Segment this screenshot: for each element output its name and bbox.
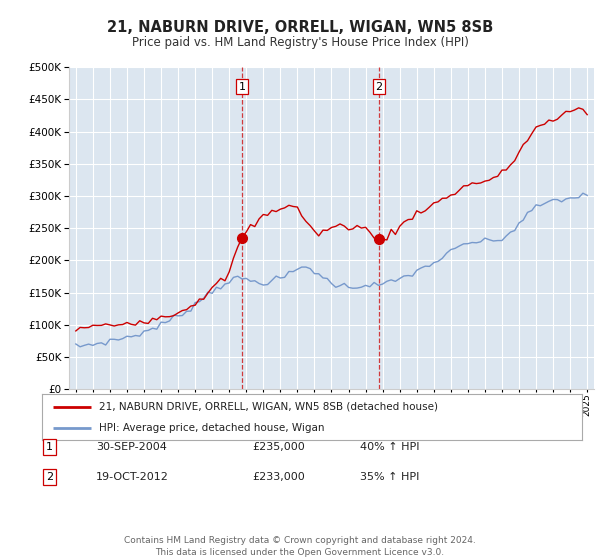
Text: 30-SEP-2004: 30-SEP-2004 [96, 442, 167, 452]
Text: 1: 1 [46, 442, 53, 452]
Text: 40% ↑ HPI: 40% ↑ HPI [360, 442, 419, 452]
Text: £235,000: £235,000 [252, 442, 305, 452]
Text: 19-OCT-2012: 19-OCT-2012 [96, 472, 169, 482]
Text: £233,000: £233,000 [252, 472, 305, 482]
Text: Price paid vs. HM Land Registry's House Price Index (HPI): Price paid vs. HM Land Registry's House … [131, 36, 469, 49]
Text: Contains HM Land Registry data © Crown copyright and database right 2024.
This d: Contains HM Land Registry data © Crown c… [124, 536, 476, 557]
Text: 2: 2 [46, 472, 53, 482]
Text: HPI: Average price, detached house, Wigan: HPI: Average price, detached house, Wiga… [98, 423, 324, 433]
Text: 2: 2 [376, 82, 383, 91]
Text: 21, NABURN DRIVE, ORRELL, WIGAN, WN5 8SB: 21, NABURN DRIVE, ORRELL, WIGAN, WN5 8SB [107, 20, 493, 35]
Text: 1: 1 [239, 82, 245, 91]
Text: 35% ↑ HPI: 35% ↑ HPI [360, 472, 419, 482]
Text: 21, NABURN DRIVE, ORRELL, WIGAN, WN5 8SB (detached house): 21, NABURN DRIVE, ORRELL, WIGAN, WN5 8SB… [98, 402, 438, 412]
